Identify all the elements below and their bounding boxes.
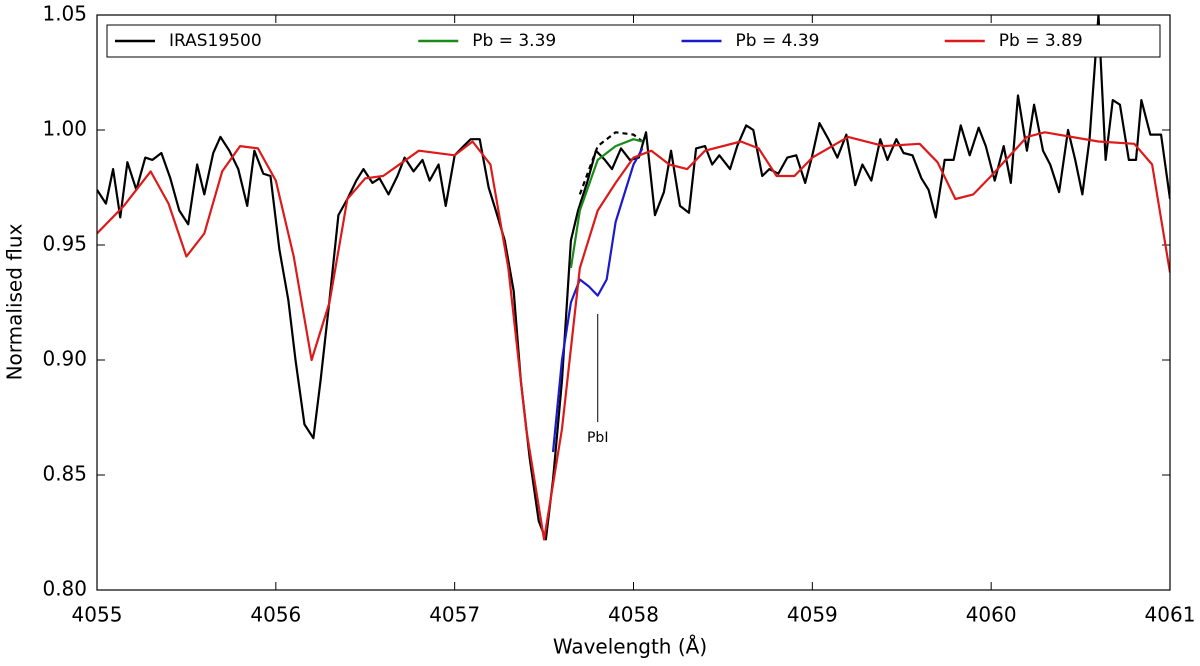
- y-tick-label: 1.00: [42, 117, 87, 141]
- y-tick-label: 0.90: [42, 347, 87, 371]
- y-tick-label: 0.80: [42, 577, 87, 601]
- legend-label: Pb = 4.39: [736, 31, 820, 51]
- series-line: [97, 131, 1170, 541]
- x-axis-label: Wavelength (Å): [553, 635, 707, 659]
- legend-box: [106, 24, 1161, 58]
- x-tick-label: 4056: [250, 603, 301, 627]
- series-line: [551, 147, 644, 453]
- x-tick-label: 4059: [787, 603, 838, 627]
- y-tick-label: 0.95: [42, 232, 87, 256]
- legend-label: Pb = 3.89: [999, 31, 1083, 51]
- x-tick-label: 4055: [72, 603, 123, 627]
- series-line: [97, 15, 1170, 541]
- x-tick-label: 4060: [966, 603, 1017, 627]
- plot-frame: [96, 14, 1171, 591]
- legend-label: IRAS19500: [169, 31, 262, 51]
- annotation: PbI: [587, 430, 608, 446]
- series-line: [578, 131, 644, 195]
- x-tick-label: 4061: [1145, 603, 1196, 627]
- x-tick-label: 4057: [429, 603, 480, 627]
- series-line: [569, 138, 643, 269]
- y-tick-label: 0.85: [42, 462, 87, 486]
- y-tick-label: 1.05: [42, 2, 87, 26]
- x-tick-label: 4058: [608, 603, 659, 627]
- legend-label: Pb = 3.39: [472, 31, 556, 51]
- y-axis-label: Normalised flux: [3, 223, 27, 380]
- plot-lines: [97, 15, 1170, 541]
